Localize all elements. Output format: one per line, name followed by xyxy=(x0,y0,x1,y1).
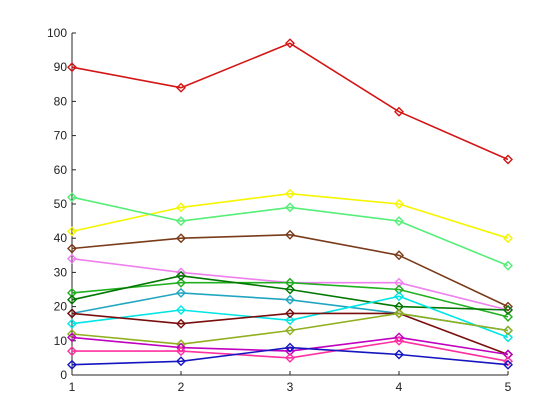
data-point xyxy=(67,243,77,254)
data-point xyxy=(176,346,186,357)
data-point xyxy=(394,199,404,209)
x-tick-label: 3 xyxy=(287,380,294,394)
y-tick-label: 70 xyxy=(54,129,68,143)
data-point xyxy=(394,216,404,227)
data-point xyxy=(503,311,513,322)
data-point xyxy=(394,291,404,302)
data-point xyxy=(394,349,404,360)
y-tick-label: 100 xyxy=(47,26,67,40)
data-point xyxy=(67,318,77,329)
chart-axes: 0 10 20 30 40 50 60 70 80 90 100 1 2 3 4 5 xyxy=(47,26,512,394)
data-point xyxy=(285,188,295,199)
data-point xyxy=(503,325,513,336)
series-line xyxy=(72,339,509,363)
series-line xyxy=(71,196,509,267)
data-point xyxy=(285,294,295,305)
data-point xyxy=(285,229,295,240)
data-point xyxy=(394,308,404,319)
data-point xyxy=(176,202,186,213)
data-point xyxy=(176,216,186,227)
data-point xyxy=(394,284,404,295)
series-2 xyxy=(67,188,513,244)
x-tick-label: 5 xyxy=(505,380,512,394)
series-line xyxy=(71,281,509,318)
data-point xyxy=(67,308,77,319)
x-tick-label: 4 xyxy=(396,380,403,394)
series-13 xyxy=(67,335,513,367)
data-point xyxy=(503,356,513,367)
series-line xyxy=(71,234,509,308)
data-point xyxy=(67,359,77,370)
data-point xyxy=(394,250,404,261)
data-point xyxy=(285,325,295,336)
y-tick-label: 30 xyxy=(54,265,68,279)
data-point xyxy=(503,305,513,315)
data-point xyxy=(67,287,77,298)
y-tick-label: 60 xyxy=(54,163,68,177)
data-point xyxy=(503,359,513,370)
data-point xyxy=(176,233,186,244)
data-point xyxy=(285,284,295,295)
data-point xyxy=(67,253,77,264)
data-point xyxy=(394,335,404,346)
data-point xyxy=(176,318,186,329)
data-point xyxy=(67,226,77,237)
data-point xyxy=(176,277,186,288)
y-tick-label: 10 xyxy=(54,334,68,348)
data-point xyxy=(176,270,186,281)
series-line xyxy=(71,257,509,311)
series-9 xyxy=(67,291,513,343)
data-point xyxy=(67,332,77,343)
series-line xyxy=(71,192,509,239)
y-tick-label: 0 xyxy=(60,368,67,382)
data-point xyxy=(285,202,295,213)
data-point xyxy=(285,38,295,49)
series-6 xyxy=(67,277,513,322)
data-point xyxy=(285,315,295,326)
data-point xyxy=(503,260,513,271)
data-point xyxy=(176,305,186,315)
y-tick-label: 80 xyxy=(54,94,68,108)
x-tick-label: 2 xyxy=(178,380,185,394)
data-point xyxy=(67,294,77,305)
series-line xyxy=(71,346,509,366)
series-3 xyxy=(67,192,513,271)
series-1 xyxy=(67,38,513,165)
series-14 xyxy=(67,342,513,370)
data-point xyxy=(285,342,295,353)
data-point xyxy=(503,301,513,312)
data-point xyxy=(285,308,295,319)
data-point xyxy=(285,352,295,363)
y-tick-label: 20 xyxy=(54,300,68,314)
series-line xyxy=(71,312,509,356)
chart-series xyxy=(67,38,513,370)
data-point xyxy=(394,301,404,312)
data-point xyxy=(394,277,404,288)
series-line xyxy=(71,42,509,161)
series-7 xyxy=(67,270,513,315)
data-point xyxy=(394,106,404,117)
y-tick-label: 50 xyxy=(54,197,68,211)
data-point xyxy=(176,82,186,93)
data-point xyxy=(67,62,77,73)
data-point xyxy=(503,349,513,360)
data-point xyxy=(176,356,186,367)
series-line xyxy=(71,274,509,311)
data-point xyxy=(67,346,77,357)
y-tick-label: 90 xyxy=(54,60,68,74)
data-point xyxy=(503,332,513,343)
data-point xyxy=(67,192,77,203)
data-point xyxy=(176,287,186,298)
series-line xyxy=(71,312,509,346)
data-point xyxy=(503,154,513,165)
y-tick-label: 40 xyxy=(54,231,68,245)
x-tick-label: 1 xyxy=(69,380,76,394)
series-5 xyxy=(67,253,513,315)
series-line xyxy=(71,295,509,339)
data-point xyxy=(285,277,295,288)
data-point xyxy=(503,233,513,244)
series-4 xyxy=(67,229,513,312)
series-8 xyxy=(67,287,513,336)
